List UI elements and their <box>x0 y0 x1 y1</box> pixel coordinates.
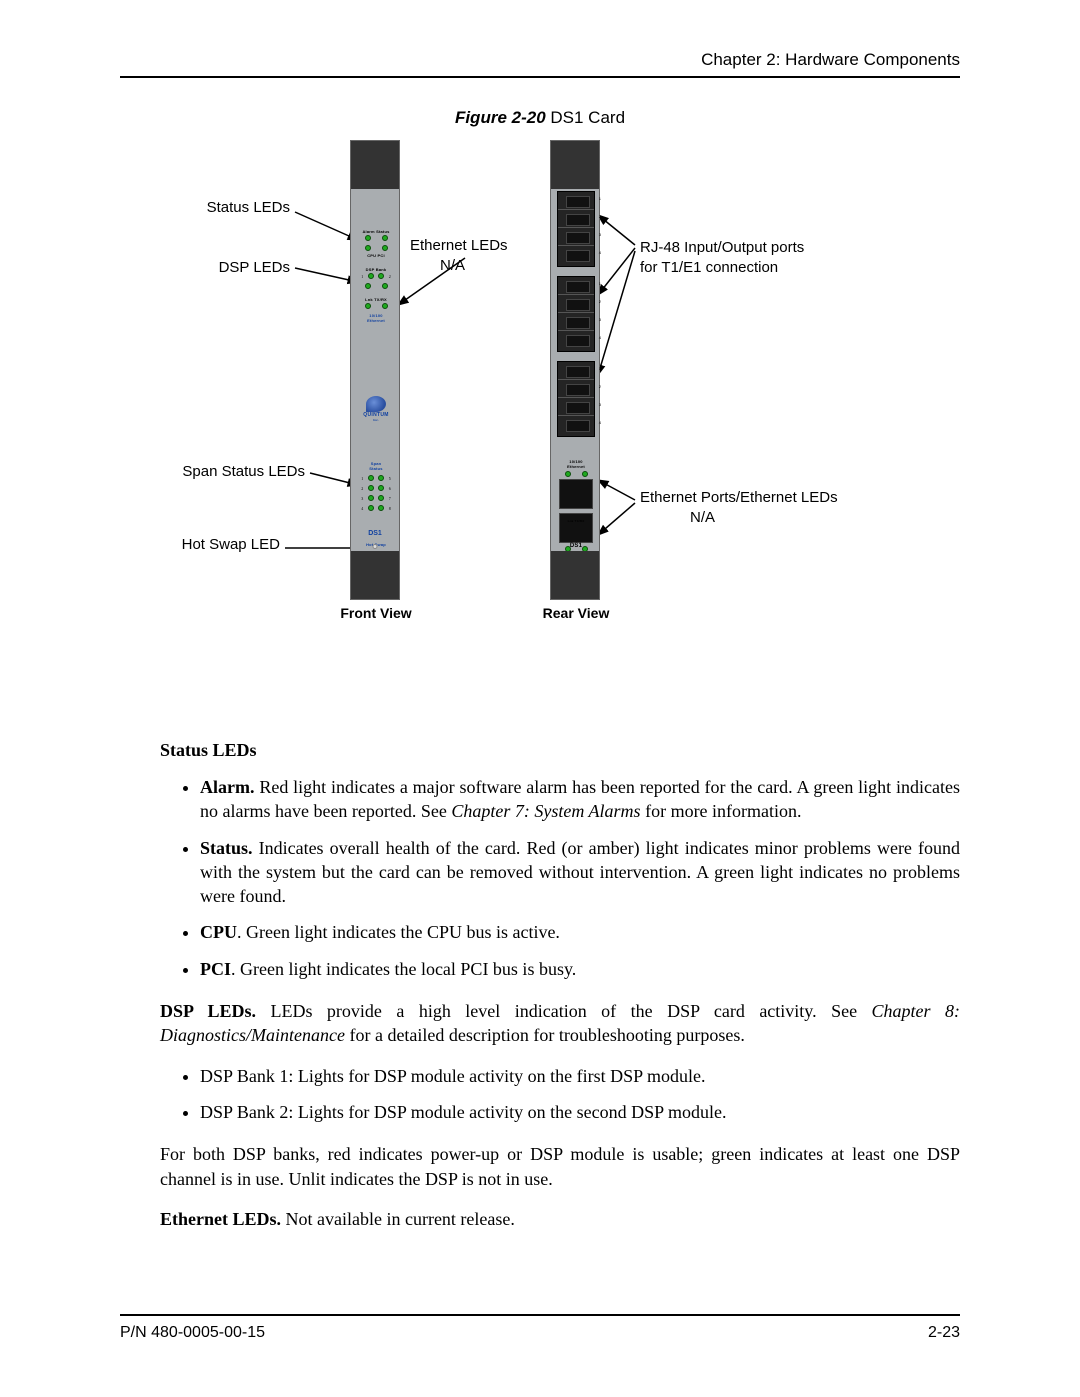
rear-eth-leds-1 <box>559 471 593 477</box>
rj-group-1: 1 2 3 4 <box>557 191 595 267</box>
front-card-top-cap <box>351 141 399 189</box>
label-dsp-bank: DSP Bank <box>355 267 397 272</box>
figure-title: DS1 Card <box>550 108 625 127</box>
span-led-4: 48 <box>359 505 393 511</box>
callout-ethernet-leds: Ethernet LEDs N/A <box>410 236 508 275</box>
dsp-led-row-1: 12 <box>359 273 393 279</box>
part-number: P/N 480-0005-00-15 <box>120 1324 265 1342</box>
logo-icon <box>366 396 386 412</box>
callout-rj48: RJ-48 Input/Output ports for T1/E1 conne… <box>640 238 804 277</box>
quintum-logo: QUINTUM Inc. <box>361 396 391 422</box>
cpu-pci-led-row <box>359 245 393 251</box>
callout-eth-ports: Ethernet Ports/Ethernet LEDs N/A <box>640 488 838 527</box>
callout-dsp-leds: DSP LEDs <box>140 258 290 278</box>
front-view-label: Front View <box>316 605 436 621</box>
dsp-note: For both DSP banks, red indicates power-… <box>160 1142 960 1191</box>
rear-eth-port-1 <box>559 479 593 509</box>
bullet-status: Status. Indicates overall health of the … <box>200 836 960 909</box>
eth-led-row <box>359 303 393 309</box>
rear-eth-port-2 <box>559 513 593 543</box>
dsp-bullets: DSP Bank 1: Lights for DSP module activi… <box>200 1064 960 1125</box>
footer: P/N 480-0005-00-15 2-23 <box>120 1314 960 1342</box>
dsp-bullet-2: DSP Bank 2: Lights for DSP module activi… <box>200 1100 960 1124</box>
callout-hot-swap: Hot Swap LED <box>110 535 280 555</box>
bullet-alarm: Alarm. Red light indicates a major softw… <box>200 775 960 824</box>
status-bullets: Alarm. Red light indicates a major softw… <box>200 775 960 981</box>
callout-span-status: Span Status LEDs <box>110 462 305 482</box>
bullet-pci: PCI. Green light indicates the local PCI… <box>200 957 960 981</box>
label-ethernet: 10/100 Ethernet <box>355 313 397 323</box>
rear-view-label: Rear View <box>516 605 636 621</box>
rear-ds1-label: DS1 <box>555 543 597 549</box>
front-card: Alarm Status CPU PCI DSP Bank 12 Lnk TX/… <box>350 140 400 600</box>
chapter-header: Chapter 2: Hardware Components <box>120 50 960 70</box>
rj-group-2: 1 2 3 4 <box>557 276 595 352</box>
rj-group-3: 1 2 3 4 <box>557 361 595 437</box>
rear-card-top-cap <box>551 141 599 189</box>
span-led-1: 15 <box>359 475 393 481</box>
footer-rule <box>120 1314 960 1316</box>
front-ds1-label: DS1 <box>351 530 399 537</box>
rear-lnk-label: Lnk TX/RX <box>555 519 597 523</box>
label-lnk-txrx: Lnk TX/RX <box>355 297 397 302</box>
dsp-led-row-2 <box>359 283 393 289</box>
hot-swap-led <box>373 544 378 549</box>
dsp-bullet-1: DSP Bank 1: Lights for DSP module activi… <box>200 1064 960 1088</box>
callout-arrows <box>120 140 960 670</box>
ethernet-leds-paragraph: Ethernet LEDs. Not available in current … <box>160 1207 960 1231</box>
logo-inc: Inc. <box>361 418 391 422</box>
page: Chapter 2: Hardware Components Figure 2-… <box>120 50 960 1247</box>
bullet-cpu: CPU. Green light indicates the CPU bus i… <box>200 920 960 944</box>
diagram: Alarm Status CPU PCI DSP Bank 12 Lnk TX/… <box>120 140 960 670</box>
callout-status-leds: Status LEDs <box>140 198 290 218</box>
rear-card-bottom-cap <box>551 551 599 599</box>
dsp-leds-paragraph: DSP LEDs. LEDs provide a high level indi… <box>160 999 960 1048</box>
label-alarm-status: Alarm Status <box>355 229 397 234</box>
status-leds-heading: Status LEDs <box>160 740 960 761</box>
rear-eth-label: 10/100 Ethernet <box>555 459 597 469</box>
span-led-3: 37 <box>359 495 393 501</box>
figure-caption: Figure 2-20 DS1 Card <box>120 108 960 128</box>
span-led-2: 26 <box>359 485 393 491</box>
label-span-status: Span Status <box>355 461 397 471</box>
page-number: 2-23 <box>928 1324 960 1342</box>
figure-prefix: Figure 2-20 <box>455 108 546 127</box>
label-cpu-pci: CPU PCI <box>355 253 397 258</box>
front-card-bottom-cap <box>351 551 399 599</box>
status-led-row <box>359 235 393 241</box>
body-text: Status LEDs Alarm. Red light indicates a… <box>120 740 960 1231</box>
header-rule <box>120 76 960 78</box>
rear-card: 1 2 3 4 1 2 3 4 1 2 3 4 10/100 Ethernet … <box>550 140 600 600</box>
